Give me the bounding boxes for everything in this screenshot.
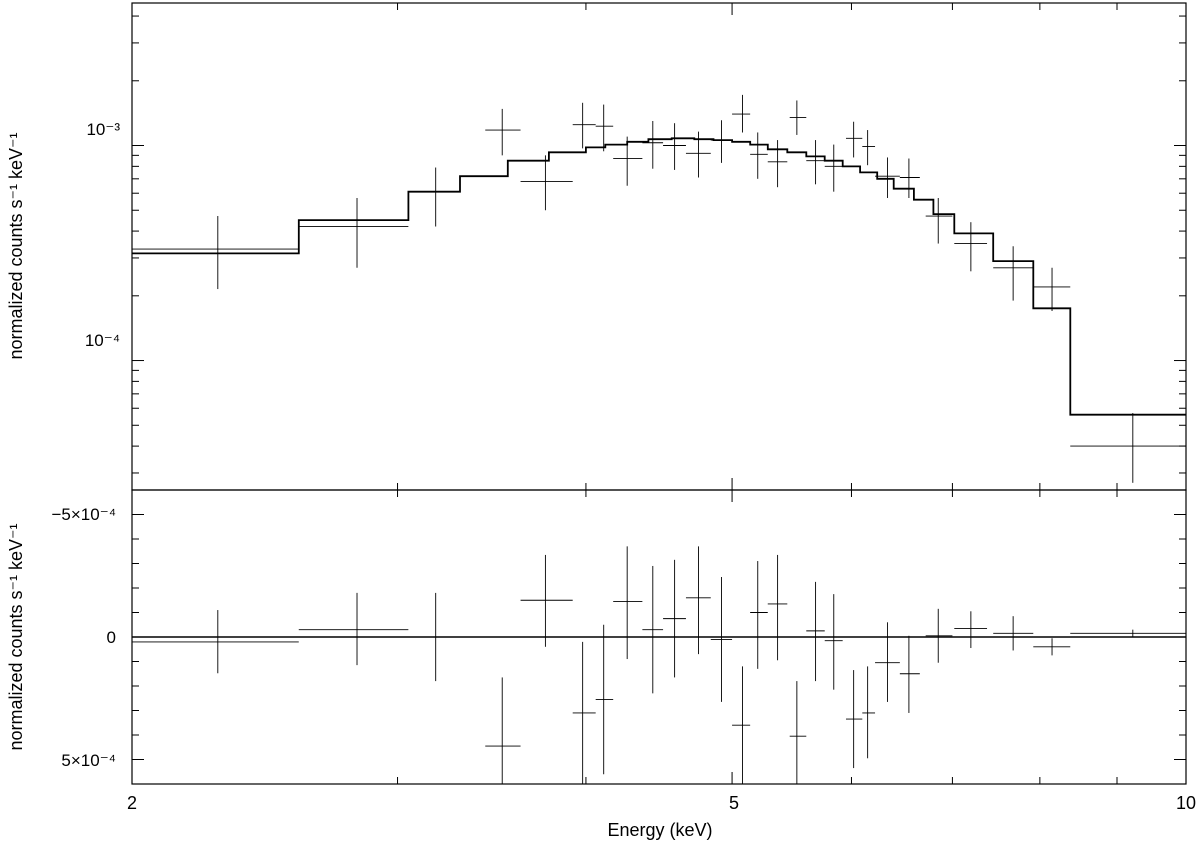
residual-point: [767, 554, 788, 661]
x-tick-label-5: 5: [729, 793, 739, 813]
residual-point: [1070, 629, 1186, 637]
residual-point: [789, 681, 807, 784]
residual-data-points: [132, 546, 1186, 784]
data-point: [1070, 413, 1186, 483]
top-y-axis-label: normalized counts s⁻¹ keV⁻¹: [6, 132, 26, 359]
residual-point: [520, 554, 573, 647]
top-panel-frame: [131, 2, 1187, 491]
residual-point: [750, 561, 768, 669]
data-point: [993, 246, 1034, 301]
data-point: [298, 198, 409, 268]
data-point: [954, 222, 988, 272]
residual-point: [663, 559, 686, 678]
data-point: [824, 144, 843, 192]
residual-point: [298, 592, 409, 666]
data-point: [806, 140, 825, 185]
top-panel: 10⁻³ 10⁻⁴ normalized counts s⁻¹ keV⁻¹: [6, 2, 1187, 491]
x-axis-label: Energy (keV): [607, 820, 712, 840]
residual-point: [925, 608, 953, 663]
residual-point: [572, 641, 596, 784]
residual-point: [685, 546, 711, 655]
x-tick-label-2: 2: [127, 793, 137, 813]
y-tick-label-1e-3: 10⁻³: [86, 120, 120, 139]
residual-point: [954, 611, 988, 649]
data-point: [899, 158, 920, 199]
data-point: [642, 121, 664, 169]
data-point: [485, 108, 521, 156]
top-panel-ticks: [131, 3, 1187, 490]
data-point: [767, 140, 788, 188]
residual-point: [824, 594, 843, 690]
residual-point: [485, 677, 521, 784]
residual-point: [732, 666, 751, 784]
data-point: [595, 104, 614, 152]
residual-point: [710, 576, 733, 702]
residual-point: [642, 565, 664, 694]
y-tick-label-zero: 0: [107, 628, 116, 647]
data-point: [520, 155, 573, 211]
spectrum-data-points: [132, 94, 1186, 483]
residual-point: [875, 622, 900, 702]
data-point: [663, 123, 686, 170]
data-point: [613, 136, 643, 186]
residual-point: [993, 616, 1034, 651]
data-point: [845, 121, 863, 158]
y-tick-label-1e-4: 10⁻⁴: [85, 331, 120, 350]
residual-point: [595, 624, 614, 775]
residual-point: [899, 635, 920, 713]
residual-point: [132, 610, 299, 674]
data-point: [132, 216, 299, 290]
model-step-curve: [132, 137, 1186, 416]
y-tick-label-neg5e-4: −5×10⁻⁴: [52, 505, 117, 524]
data-point: [732, 94, 751, 133]
data-point: [862, 130, 876, 166]
bottom-panel: −5×10⁻⁴ 0 5×10⁻⁴ normalized counts s⁻¹ k…: [6, 489, 1196, 840]
y-tick-label-5e-4: 5×10⁻⁴: [61, 751, 116, 770]
data-point: [750, 132, 768, 179]
residual-point: [806, 581, 825, 682]
x-tick-label-10: 10: [1176, 793, 1196, 813]
model-step-line: [132, 137, 1186, 416]
data-point: [572, 102, 596, 149]
residual-point: [845, 670, 863, 769]
data-point: [1033, 267, 1071, 311]
data-point: [925, 198, 953, 244]
data-point: [875, 157, 900, 199]
residual-point: [613, 546, 643, 660]
data-point: [710, 120, 733, 163]
residual-point: [862, 666, 876, 759]
data-point: [685, 131, 711, 178]
bottom-y-axis-label: normalized counts s⁻¹ keV⁻¹: [6, 523, 26, 750]
residual-point: [1033, 638, 1071, 656]
data-point: [789, 100, 807, 135]
